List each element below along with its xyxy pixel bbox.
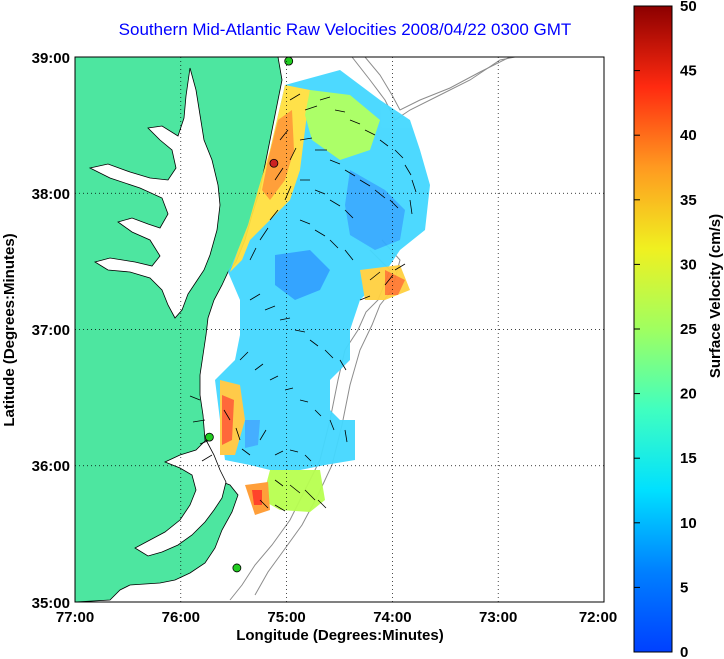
colorbar-tick-label: 10 [680,515,697,532]
colorbar-tick-label: 20 [680,386,697,403]
colorbar-tick-label: 45 [680,63,697,80]
velocity-vectors [189,93,417,512]
x-tick-label: 72:00 [579,609,617,626]
colorbar-tick-label: 30 [680,256,697,273]
x-tick-label: 73:00 [479,609,517,626]
x-axis: 77:00 76:00 75:00 74:00 73:00 72:00 Long… [56,609,617,644]
colorbar-ticks: 0 5 10 15 20 25 30 35 40 45 50 [634,0,697,659]
colorbar: 0 5 10 15 20 25 30 35 40 45 50 Surface Velocity (c… [633,0,724,659]
y-axis-label: Latitude (Degrees:Minutes) [1,233,18,426]
y-tick-label: 39:00 [32,50,70,67]
x-tick-label: 74:00 [373,609,411,626]
map-title: Southern Mid-Atlantic Raw Velocities 200… [118,20,572,39]
plot-area [74,56,605,603]
y-tick-label: 38:00 [32,186,70,203]
colorbar-tick-label: 5 [680,579,688,596]
colorbar-tick-label: 25 [680,321,697,338]
y-tick-label: 36:00 [32,458,70,475]
radar-station-marker [284,57,294,66]
x-tick-label: 77:00 [56,609,94,626]
colorbar-gradient [633,5,673,653]
colorbar-tick-label: 15 [680,450,697,467]
velocity-field [215,70,430,515]
radar-station-marker [204,432,214,442]
lat-lon-grid [75,57,604,602]
radar-station-marker [269,158,279,168]
station-layer [204,57,294,573]
x-tick-label: 75:00 [267,609,305,626]
radar-station-marker [232,563,242,573]
colorbar-label: Surface Velocity (cm/s) [707,214,724,378]
y-tick-label: 35:00 [32,595,70,612]
colorbar-tick-label: 35 [680,192,697,209]
y-tick-label: 37:00 [32,322,70,339]
y-axis: 39:00 38:00 37:00 36:00 35:00 Latitude (… [1,50,70,612]
x-tick-label: 76:00 [162,609,200,626]
colorbar-tick-label: 50 [680,0,697,15]
x-axis-label: Longitude (Degrees:Minutes) [236,627,444,644]
colorbar-tick-label: 40 [680,127,697,144]
colorbar-tick-label: 0 [680,644,688,659]
plot-frame [74,56,605,603]
